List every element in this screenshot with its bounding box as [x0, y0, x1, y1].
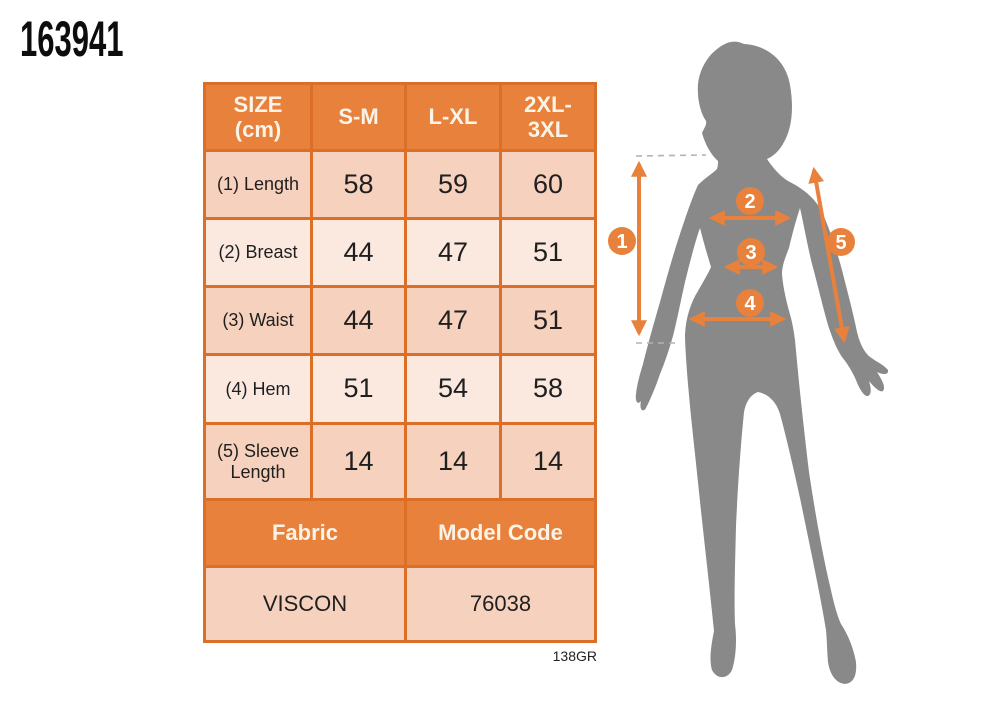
value-breast-2xl3xl: 51	[502, 220, 594, 285]
marker-3-number: 3	[745, 242, 756, 264]
value-breast-sm: 44	[313, 220, 404, 285]
row-label-breast: (2) Breast	[206, 220, 310, 285]
fabric-header: Fabric	[206, 501, 404, 565]
value-hem-sm: 51	[313, 356, 404, 422]
marker-4: 4	[736, 289, 764, 317]
row-label-waist: (3) Waist	[206, 288, 310, 353]
female-silhouette-diagram: 1 2 3 4 5	[608, 41, 889, 684]
marker-1-circle	[608, 227, 636, 255]
product-code: 163941	[20, 11, 124, 67]
fabric-value: VISCON	[206, 568, 404, 640]
value-waist-sm: 44	[313, 288, 404, 353]
marker-4-number: 4	[744, 293, 756, 315]
value-breast-lxl: 47	[407, 220, 499, 285]
marker-1: 1	[608, 227, 636, 255]
marker-5: 5	[827, 228, 855, 256]
value-sleeve-2xl3xl: 14	[502, 425, 594, 498]
marker-2-number: 2	[744, 191, 755, 213]
value-sleeve-lxl: 14	[407, 425, 499, 498]
marker-5-number: 5	[835, 232, 846, 254]
value-length-sm: 58	[313, 152, 404, 217]
marker-3: 3	[737, 238, 765, 266]
value-waist-2xl3xl: 51	[502, 288, 594, 353]
marker-4-circle	[736, 289, 764, 317]
value-length-2xl3xl: 60	[502, 152, 594, 217]
value-sleeve-sm: 14	[313, 425, 404, 498]
top-guide-dashed-line	[635, 154, 707, 157]
value-hem-2xl3xl: 58	[502, 356, 594, 422]
col-header-sm: S-M	[313, 85, 404, 149]
value-hem-lxl: 54	[407, 356, 499, 422]
col-header-lxl: L-XL	[407, 85, 499, 149]
marker-2-circle	[736, 187, 764, 215]
col-header-size: SIZE (cm)	[206, 85, 310, 149]
marker-3-circle	[737, 238, 765, 266]
model-code-header: Model Code	[407, 501, 594, 565]
value-length-lxl: 59	[407, 152, 499, 217]
col-header-2xl3xl: 2XL-3XL	[502, 85, 594, 149]
female-body-silhouette	[635, 41, 889, 684]
value-waist-lxl: 47	[407, 288, 499, 353]
marker-5-circle	[827, 228, 855, 256]
marker-2: 2	[736, 187, 764, 215]
row-label-hem: (4) Hem	[206, 356, 310, 422]
marker-1-number: 1	[616, 231, 627, 253]
row-label-length: (1) Length	[206, 152, 310, 217]
sleeve-arrow	[808, 166, 850, 344]
weight-note: 138GR	[552, 648, 597, 664]
row-label-sleeve-length: (5) Sleeve Length	[206, 425, 310, 498]
size-table: SIZE (cm) S-M L-XL 2XL-3XL (1) Length 58…	[203, 82, 597, 643]
model-code-value: 76038	[407, 568, 594, 640]
measurement-figure: 1 2 3 4 5	[596, 30, 986, 720]
